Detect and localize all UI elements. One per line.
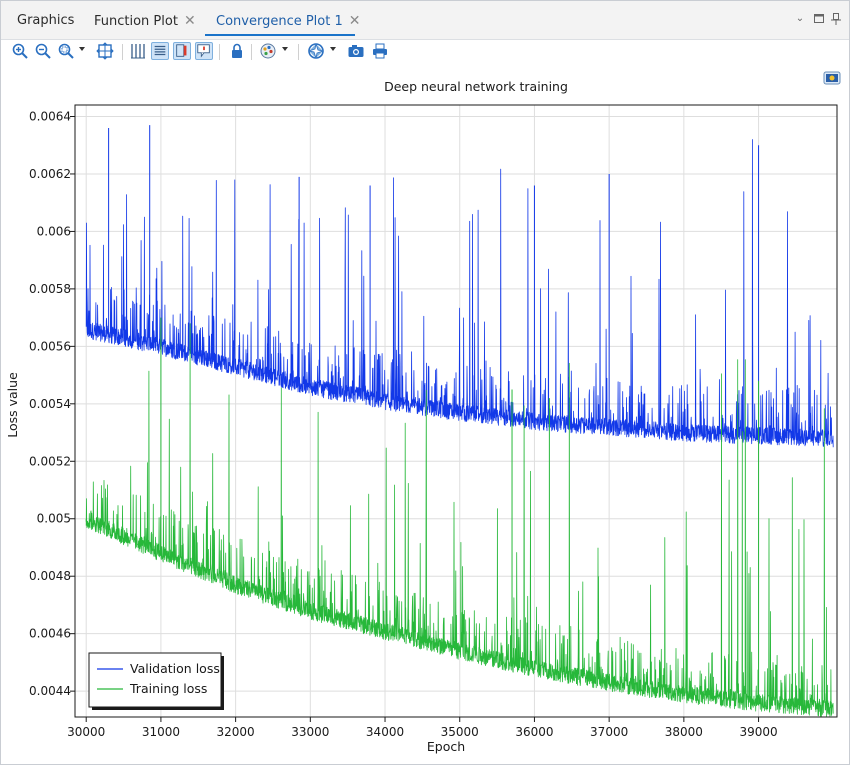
legend-icon[interactable] [151,42,169,60]
grid-icon[interactable] [129,42,147,60]
plot-toolbar [1,40,849,64]
toolbar-separator [122,44,123,60]
convergence-chart: Deep neural network training 30000 31000 32… [5,79,838,754]
y-tick-label: 0.0064 [29,109,71,123]
tab-label: Convergence Plot 1 [216,14,343,29]
maximize-icon[interactable] [813,13,825,25]
lock-icon[interactable] [228,42,246,60]
y-tick-label: 0.0046 [29,627,71,641]
y-tick-label: 0.0058 [29,282,71,296]
transparency-icon[interactable] [307,42,325,60]
y-tick-label: 0.0048 [29,569,71,583]
chevron-down-icon[interactable] [282,47,288,51]
training-loss-line [85,323,834,717]
y-tick-label: 0.0044 [29,684,71,698]
tab-convergence-plot-1[interactable]: Convergence Plot 1 ✕ [216,10,360,32]
y-tick-label: 0.0062 [29,167,71,181]
annotation-icon[interactable] [195,42,213,60]
x-tick-label: 39000 [739,725,777,739]
chevron-down-icon[interactable] [330,47,336,51]
tab-label: Graphics [17,13,75,28]
x-tick-label: 32000 [217,725,255,739]
zoom-in-icon[interactable] [11,42,29,60]
plot-area: Deep neural network training 30000 31000 32… [1,65,849,763]
y-tick-label: 0.005 [37,512,71,526]
chart-title: Deep neural network training [384,79,568,94]
print-icon[interactable] [371,42,389,60]
scene-light-icon[interactable] [259,42,277,60]
chevron-down-icon[interactable]: ⌄ [795,13,805,24]
y-tick-label: 0.006 [37,224,71,238]
close-icon[interactable]: ✕ [183,13,196,29]
tab-function-plot[interactable]: Function Plot ✕ [94,10,196,32]
x-tick-label: 38000 [665,725,703,739]
toolbar-separator [219,44,220,60]
x-tick-label: 33000 [291,725,329,739]
x-tick-label: 31000 [142,725,180,739]
x-tick-label: 35000 [441,725,479,739]
legend-entry: Validation loss [130,661,220,676]
tab-label: Function Plot [94,14,178,29]
x-tick-label: 37000 [590,725,628,739]
tab-graphics[interactable]: Graphics [17,10,74,32]
x-tick-label: 30000 [67,725,105,739]
plot-settings-icon[interactable] [823,71,841,87]
y-axis-label: Loss value [5,372,20,438]
camera-icon[interactable] [347,42,365,60]
toolbar-separator [298,44,299,60]
zoom-out-icon[interactable] [34,42,52,60]
zoom-box-icon[interactable] [57,42,75,60]
validation-loss-line [85,139,834,448]
x-axis-label: Epoch [427,739,465,754]
plot-frame [74,104,838,718]
x-tick-label: 36000 [515,725,553,739]
legend [88,652,222,708]
close-icon[interactable]: ✕ [348,13,361,29]
y-tick-label: 0.0052 [29,454,71,468]
legend-entry: Training loss [129,681,207,696]
chevron-down-icon[interactable] [79,47,85,51]
color-table-icon[interactable] [173,42,191,60]
active-tab-indicator [205,34,355,36]
pin-icon[interactable] [830,13,842,25]
zoom-extents-icon[interactable] [96,42,114,60]
x-tick-label: 34000 [366,725,404,739]
tab-bar: Graphics Function Plot ✕ Convergence Plot… [1,1,849,40]
y-tick-label: 0.0056 [29,339,71,353]
y-tick-label: 0.0054 [29,397,71,411]
toolbar-separator [251,44,252,60]
